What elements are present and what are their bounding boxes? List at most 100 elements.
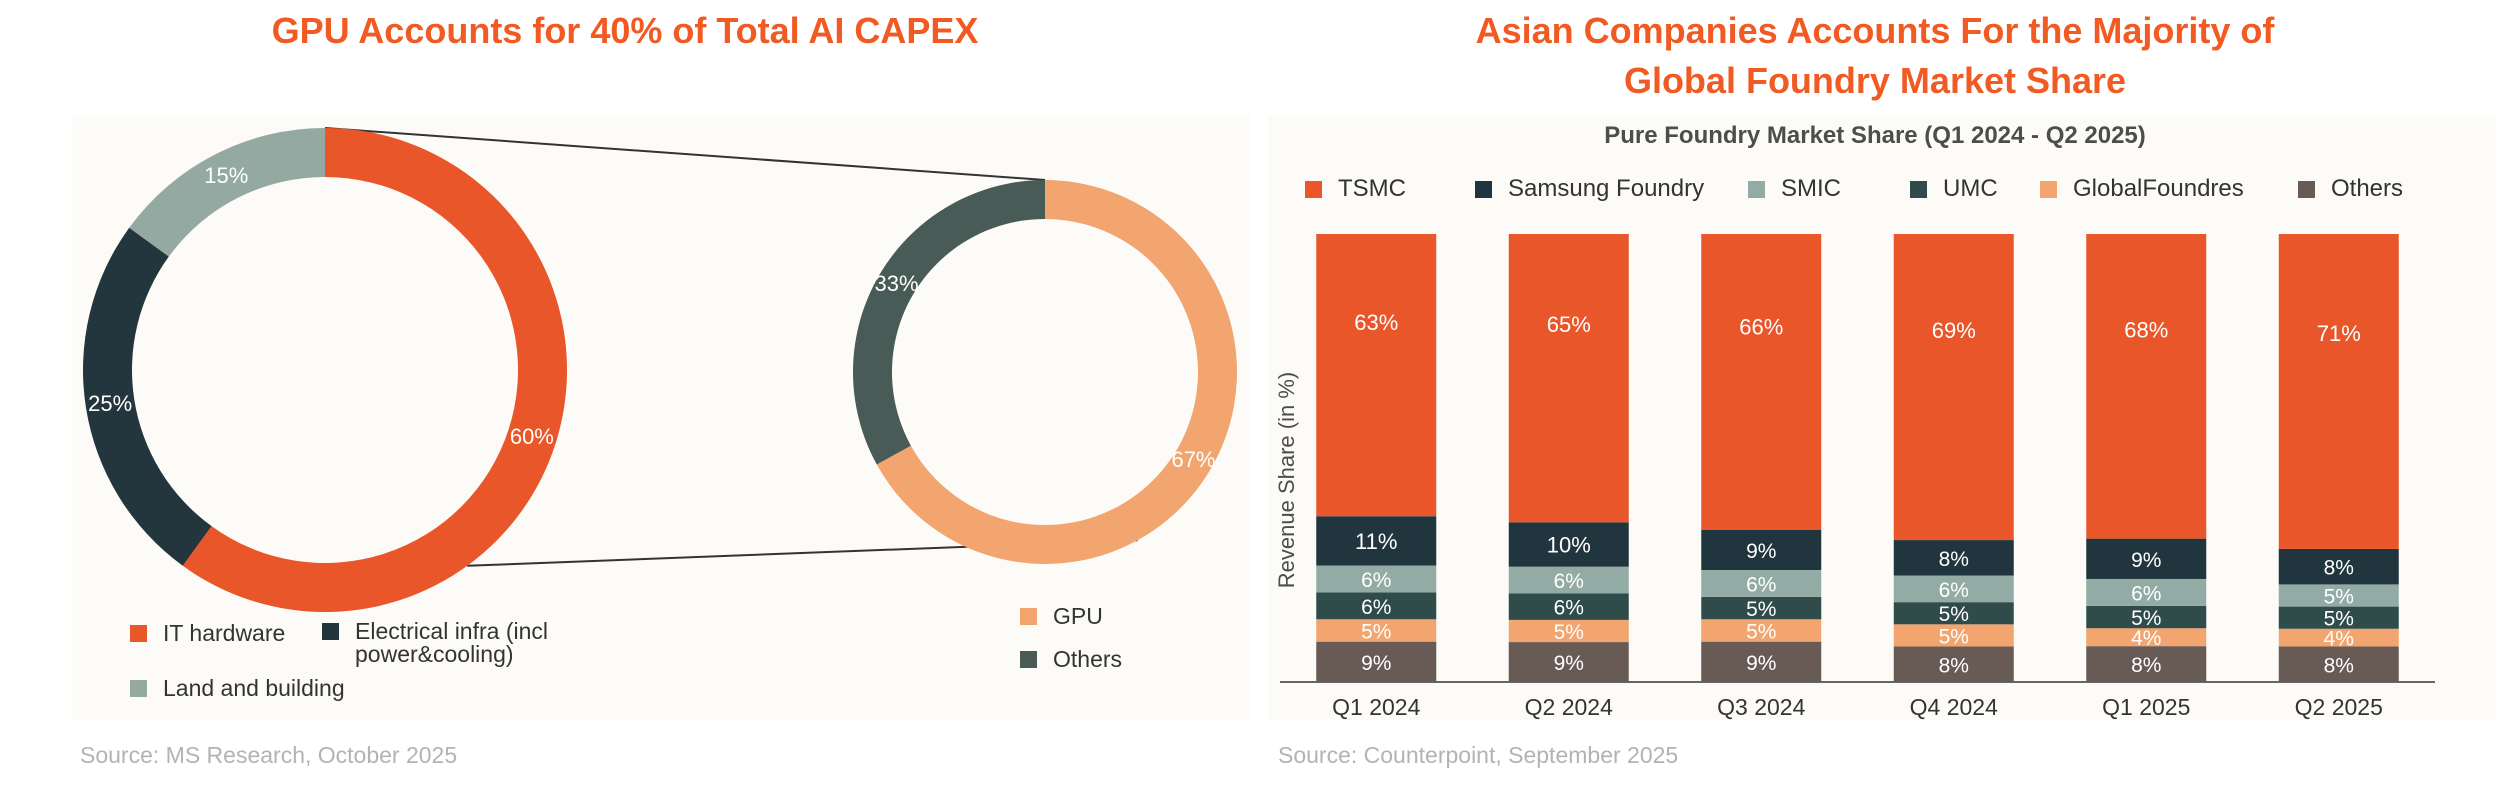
legend-samsung: Samsung Foundry (1475, 175, 1704, 203)
bar-segment (1701, 641, 1822, 682)
bar-value-label: 9% (1746, 652, 1776, 675)
bar-segment (1893, 575, 2014, 603)
bar-segment (2278, 584, 2399, 607)
gpu-share-donut: 67% 33% (853, 180, 1237, 565)
bar-value-label: 5% (1939, 625, 1969, 648)
bar-value-label: 8% (1939, 548, 1969, 571)
bar-segment (1508, 642, 1629, 682)
legend-electrical-infra: Electrical infra (incl power&cooling) (322, 620, 548, 666)
legend-label: Samsung Foundry (1508, 175, 1705, 202)
bar-value-label: 11% (1355, 529, 1397, 554)
bar-segment (2278, 628, 2399, 647)
bar-value-label: 63% (1354, 310, 1398, 335)
legend-label: GlobalFoundres (2073, 175, 2244, 202)
bar-segment (1701, 570, 1822, 597)
donut-slice (182, 128, 568, 613)
right-chart-title-line1: Asian Companies Accounts For the Majorit… (1475, 10, 2275, 51)
bar-segment (1701, 529, 1822, 570)
legend-swatch (1748, 180, 1765, 198)
left-source-note: Source: MS Research, October 2025 (80, 742, 458, 768)
bar-value-label: 6% (1554, 597, 1584, 620)
x-tick-label: Q2 2024 (1525, 694, 1613, 720)
x-tick-label: Q4 2024 (1910, 694, 1998, 720)
donut-slice (82, 227, 212, 566)
x-tick-label: Q1 2024 (1332, 694, 1420, 720)
bar-segment (2278, 234, 2399, 549)
bar-segment (2086, 605, 2207, 629)
right-source-note: Source: Counterpoint, September 2025 (1278, 742, 1679, 768)
donut-slice (129, 128, 325, 257)
slice-value-label: 67% (1171, 447, 1215, 472)
bar-value-label: 5% (2324, 586, 2354, 609)
bar-segment (2278, 548, 2399, 585)
bar-segment (1893, 602, 2014, 625)
bar-segment (1508, 234, 1629, 523)
bar-value-label: 68% (2124, 318, 2168, 343)
bar-value-label: 6% (1554, 570, 1584, 593)
bar-value-label: 10% (1547, 532, 1591, 557)
bar-value-label: 65% (1547, 312, 1591, 337)
bar-segment (1893, 624, 2014, 647)
left-chart-title: GPU Accounts for 40% of Total AI CAPEX (271, 10, 979, 51)
bar-value-label: 8% (1939, 654, 1969, 677)
bar-segment (1316, 234, 1437, 517)
legend-swatch (322, 623, 339, 640)
bar-segment (2086, 538, 2207, 579)
legend-label: Others (1053, 646, 1123, 672)
bar-value-label: 8% (2324, 654, 2354, 677)
bar-value-label: 4% (2324, 628, 2354, 651)
bar-segment (1316, 592, 1437, 620)
legend-swatch (130, 680, 147, 697)
right-chart-panel: Asian Companies Accounts For the Majorit… (1250, 0, 2500, 785)
bar-segment (1316, 641, 1437, 682)
bar-value-label: 5% (1746, 620, 1776, 643)
legend-swatch (2040, 180, 2057, 198)
bar-segment (1508, 593, 1629, 620)
legend-label: TSMC (1338, 175, 1406, 202)
legend-swatch (1910, 180, 1927, 198)
legend-gpu: GPU (1020, 603, 1103, 630)
legend-label: Others (2331, 175, 2404, 202)
bar-value-label: 5% (1746, 598, 1776, 621)
legend-label: Electrical infra (incl (355, 618, 548, 644)
bar-segment (1508, 619, 1629, 643)
bar-segment (1893, 540, 2014, 576)
bar-segment (1893, 234, 2014, 541)
legend-it-hardware: IT hardware (130, 620, 285, 647)
legend-umc: UMC (1910, 175, 1998, 203)
slice-value-label: 25% (88, 391, 132, 416)
slice-value-label: 60% (510, 424, 554, 449)
bar-segment (1508, 566, 1629, 594)
bar-value-label: 6% (1746, 573, 1776, 596)
connector-line-top (324, 127, 1046, 181)
bar-value-label: 5% (1939, 603, 1969, 626)
legend-swatch (1020, 608, 1037, 625)
bar-segment (2086, 628, 2207, 647)
slice-value-label: 33% (874, 271, 918, 296)
legend-others: Others (1020, 646, 1122, 673)
x-tick-label: Q3 2024 (1717, 694, 1805, 720)
bar-segment (1316, 516, 1437, 566)
bar-segment (1316, 565, 1437, 593)
bar-segment (1893, 646, 2014, 682)
legend-swatch (1020, 651, 1037, 668)
bar-segment (1701, 596, 1822, 620)
legend-others: Others (2298, 175, 2403, 203)
bar-value-label: 9% (1554, 652, 1584, 675)
legend-globalfoundries: GlobalFoundres (2040, 175, 2244, 203)
bar-value-label: 8% (2324, 557, 2354, 580)
bar-value-label: 5% (2324, 608, 2354, 631)
legend-label: GPU (1053, 603, 1103, 629)
left-chart-panel: GPU Accounts for 40% of Total AI CAPEX 6… (80, 10, 1237, 768)
legend-label: Land and building (163, 675, 345, 701)
legend-smic: SMIC (1748, 175, 1841, 203)
bar-value-label: 66% (1739, 315, 1783, 340)
legend-swatch (130, 625, 147, 642)
legend-swatch (2298, 180, 2315, 198)
bar-segment (1316, 619, 1437, 642)
bar-segment (2278, 606, 2399, 629)
donut-charts-svg: 60% 25% 15% 67% 33% (82, 127, 1237, 613)
bar-segment (2086, 578, 2207, 606)
right-chart-title-line2: Global Foundry Market Share (1623, 60, 2127, 101)
legend-label-block: Electrical infra (incl power&cooling) (355, 620, 548, 666)
